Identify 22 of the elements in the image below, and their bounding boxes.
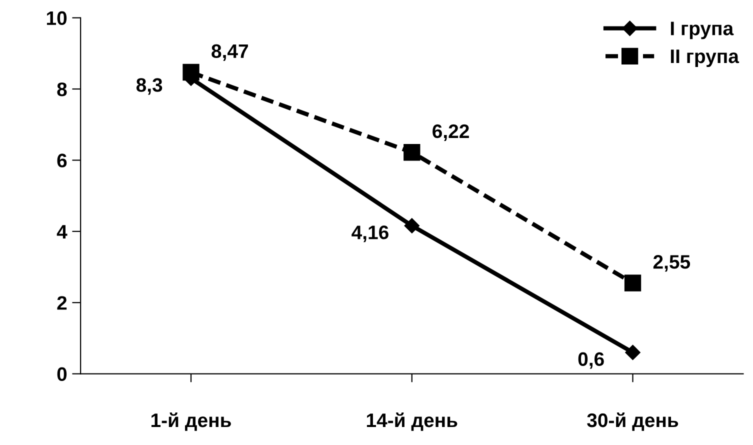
- y-tick-label: 10: [46, 11, 67, 26]
- point: [404, 144, 420, 161]
- point: [404, 218, 420, 234]
- data-label: 0,6: [578, 352, 604, 369]
- x-tick-label: 30-й день: [587, 412, 678, 431]
- legend-label: II група: [670, 50, 740, 68]
- data-label: 8,47: [212, 44, 248, 61]
- point: [182, 64, 200, 81]
- y-tick-label: 0: [57, 367, 67, 382]
- y-tick-label: 6: [57, 154, 67, 168]
- legend-label: I група: [670, 22, 734, 40]
- x-tick-label: 14-й день: [366, 412, 458, 431]
- point: [625, 344, 640, 360]
- y-tick-label: 8: [57, 82, 67, 96]
- data-label: 4,16: [352, 225, 388, 242]
- y-tick-label: 4: [56, 225, 68, 238]
- data-label: 2,55: [653, 255, 690, 272]
- y-tick-label: 2: [57, 296, 67, 310]
- data-label: 6,22: [432, 124, 469, 141]
- point: [624, 274, 642, 292]
- x-tick-label: 1-й день: [151, 412, 231, 431]
- data-label: 8,3: [136, 78, 162, 95]
